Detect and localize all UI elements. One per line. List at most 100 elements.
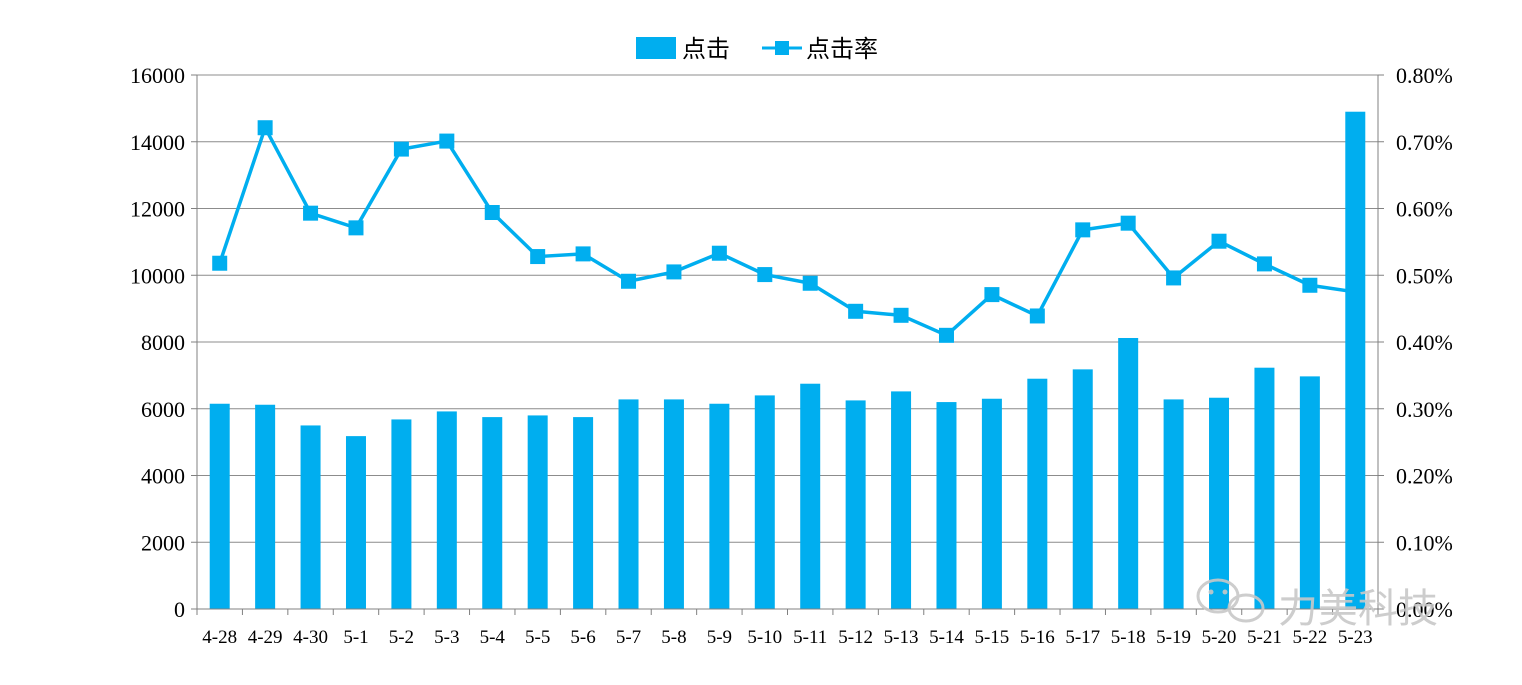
y-right-tick-label: 0.30% xyxy=(1396,397,1453,422)
y-left-tick-label: 12000 xyxy=(130,197,185,222)
x-tick-label: 4-30 xyxy=(293,627,328,648)
line-point xyxy=(1166,270,1182,286)
x-tick-label: 5-16 xyxy=(1020,627,1055,648)
bar xyxy=(891,391,912,609)
line-point xyxy=(621,273,637,289)
legend-swatch-marker xyxy=(775,41,789,55)
bar xyxy=(1345,111,1366,610)
bar xyxy=(345,436,366,609)
line-point xyxy=(1029,308,1045,324)
y-right-tick-label: 0.40% xyxy=(1396,330,1453,355)
line-point xyxy=(1075,222,1091,238)
line-point xyxy=(575,246,591,262)
x-tick-label: 5-1 xyxy=(343,627,368,648)
bar xyxy=(1299,376,1320,609)
x-tick-label: 5-4 xyxy=(480,627,506,648)
bar xyxy=(709,403,730,609)
bar xyxy=(845,400,866,609)
bar xyxy=(255,404,276,609)
axes xyxy=(191,74,1384,615)
watermark: 力美科技 xyxy=(1196,578,1438,632)
bar xyxy=(1027,378,1048,609)
line-point xyxy=(984,287,1000,303)
x-tick-label: 5-22 xyxy=(1292,627,1327,648)
line-series-ctr xyxy=(212,120,1356,343)
x-tick-label: 4-28 xyxy=(202,627,237,648)
legend-label-bar: 点击 xyxy=(682,35,730,63)
line-point xyxy=(757,267,773,283)
x-tick-label: 5-8 xyxy=(661,627,686,648)
line-point xyxy=(1120,215,1136,231)
x-tick-label: 5-21 xyxy=(1247,627,1282,648)
bar xyxy=(573,417,594,609)
x-tick-label: 5-11 xyxy=(793,627,827,648)
y-right-tick-label: 0.10% xyxy=(1396,530,1453,555)
y-left-tick-label: 16000 xyxy=(130,63,185,88)
line-point xyxy=(212,255,228,271)
line-point xyxy=(1302,277,1318,293)
bars-series-clicks xyxy=(209,111,1366,610)
bar xyxy=(754,395,775,609)
bar xyxy=(936,402,957,609)
line-point xyxy=(802,275,818,291)
bar xyxy=(1118,337,1139,609)
x-tick-label: 5-5 xyxy=(525,627,550,648)
y-right-tick-label: 0.70% xyxy=(1396,130,1453,155)
line-point xyxy=(393,141,409,157)
y-right-tick-label: 0.00% xyxy=(1396,597,1453,622)
y-left-tick-label: 2000 xyxy=(141,530,185,555)
bar xyxy=(436,411,457,609)
line-point xyxy=(711,245,727,261)
y-left-tick-label: 4000 xyxy=(141,464,185,489)
y-left-tick-label: 10000 xyxy=(130,263,185,288)
x-tick-label: 5-12 xyxy=(838,627,873,648)
bar xyxy=(981,398,1002,609)
bar xyxy=(209,403,230,609)
line-point xyxy=(893,307,909,323)
legend-label-line: 点击率 xyxy=(806,35,878,63)
x-tick-label: 5-13 xyxy=(884,627,919,648)
gridlines xyxy=(197,74,1378,543)
legend: 点击 点击率 xyxy=(636,35,878,63)
bar xyxy=(1072,369,1093,609)
x-tick-label: 5-20 xyxy=(1202,627,1237,648)
bar xyxy=(300,425,321,609)
series-line xyxy=(218,125,1356,338)
x-tick-label: 5-14 xyxy=(929,627,964,648)
bar xyxy=(1209,397,1230,609)
x-tick-label: 5-6 xyxy=(570,627,595,648)
bar xyxy=(527,415,548,609)
tick-labels: 0 0.00% 2000 0.10% 4000 0.20% 6000 0.30% 8000 0.4… xyxy=(130,63,1453,648)
x-tick-label: 5-10 xyxy=(747,627,782,648)
line-point xyxy=(666,264,682,280)
bar xyxy=(1163,399,1184,609)
y-right-tick-label: 0.20% xyxy=(1396,464,1453,489)
bar xyxy=(800,383,821,609)
watermark-text: 力美科技 xyxy=(1278,586,1438,632)
bar xyxy=(663,399,684,609)
y-right-tick-label: 0.50% xyxy=(1396,263,1453,288)
line-point xyxy=(348,220,364,236)
legend-swatch-bar xyxy=(636,37,676,59)
line-point xyxy=(848,303,864,319)
x-tick-label: 5-17 xyxy=(1065,627,1100,648)
x-tick-label: 5-2 xyxy=(389,627,414,648)
line-point xyxy=(530,249,546,265)
bar xyxy=(618,399,639,609)
line-point xyxy=(257,120,273,136)
wechat-icon xyxy=(1196,578,1265,623)
bar xyxy=(482,417,503,609)
y-right-tick-label: 0.60% xyxy=(1396,197,1453,222)
x-tick-label: 5-9 xyxy=(707,627,732,648)
x-tick-label: 5-23 xyxy=(1338,627,1373,648)
x-tick-label: 5-7 xyxy=(616,627,641,648)
bar xyxy=(391,419,412,609)
line-point xyxy=(303,205,319,221)
y-left-tick-label: 0 xyxy=(174,597,185,622)
line-point xyxy=(484,205,500,221)
x-tick-label: 5-19 xyxy=(1156,627,1191,648)
line-point xyxy=(1211,233,1227,249)
line-point xyxy=(1256,256,1272,272)
x-tick-label: 4-29 xyxy=(248,627,283,648)
